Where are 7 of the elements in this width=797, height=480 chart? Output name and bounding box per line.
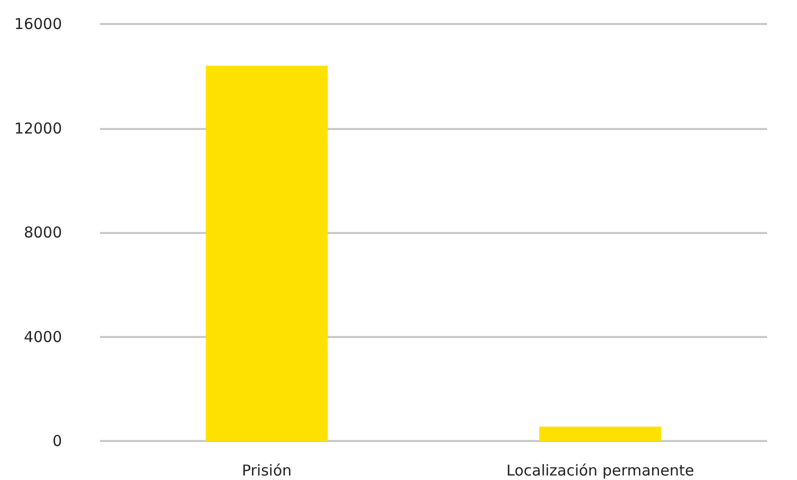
y-tick-label: 12000: [14, 119, 62, 138]
x-tick-label: Prisión: [242, 462, 292, 480]
y-tick-label: 8000: [24, 224, 62, 242]
y-tick-label: 0: [52, 432, 62, 450]
y-tick-label: 4000: [24, 328, 62, 346]
x-tick-label: Localización permanente: [506, 462, 694, 480]
y-tick-label: 16000: [14, 15, 62, 33]
